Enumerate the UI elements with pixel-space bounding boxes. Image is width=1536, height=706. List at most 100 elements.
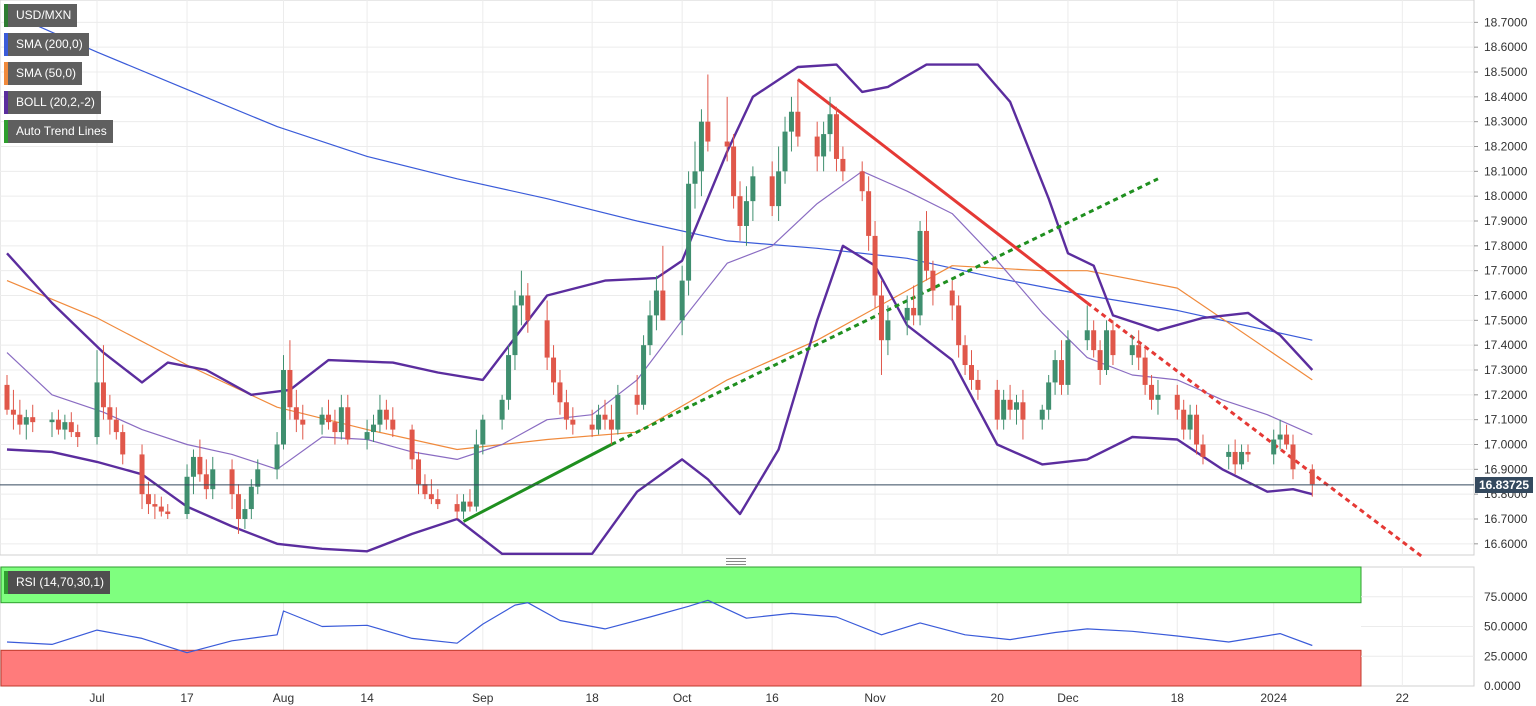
candle-body [1284,434,1290,445]
candle-body [383,409,389,420]
candle-body [94,382,100,438]
current-price-tag: 16.83725 [1475,476,1533,493]
candle-body [17,414,23,425]
candle-body [30,417,36,423]
legend-rsi[interactable]: RSI (14,70,30,1) [4,571,111,594]
candle-body [428,494,434,500]
rsi-y-tick-label: 75.0000 [1484,590,1528,604]
y-tick-label: 17.1000 [1484,413,1528,427]
candle-body [653,290,659,316]
candle-body [551,357,557,383]
candle-body [1084,330,1090,341]
candle-body [1091,330,1097,351]
rsi-y-tick-label: 0.0000 [1484,679,1521,693]
candle-body [769,176,775,207]
candle-body [518,295,524,306]
y-tick-label: 18.7000 [1484,15,1528,29]
candle-body [1097,350,1103,370]
candle-body [975,379,981,390]
pane-resize-handle[interactable] [726,558,746,565]
candle-body [1245,451,1251,455]
candle-body [1149,384,1155,400]
candle-body [49,419,55,423]
price-pane [0,0,1475,556]
candle-body [1271,439,1277,455]
candle-body [1039,409,1045,420]
candle-body [364,432,370,440]
candle-body [750,176,756,202]
candle-body [512,305,518,356]
candle-body [1194,414,1200,445]
candle-body [4,384,10,410]
candle-body [1014,402,1020,410]
y-tick-label: 18.4000 [1484,90,1528,104]
candle-body [235,494,241,519]
legend-usdmxn[interactable]: USD/MXN [4,4,78,27]
y-tick-label: 17.0000 [1484,437,1528,451]
x-tick-label: 17 [180,691,194,705]
candle-body [1239,451,1245,465]
candle-body [1136,345,1142,358]
candle-body [602,414,608,420]
candle-body [1155,394,1161,400]
candle-body [731,146,737,197]
y-tick-label: 17.5000 [1484,313,1528,327]
sma50-line [6,265,1313,451]
legend-bollinger[interactable]: BOLL (20,2,-2) [4,91,101,114]
x-tick-label: 14 [360,691,374,705]
candle-body [158,506,164,512]
candle-body [62,422,68,430]
candle-body [197,456,203,475]
x-tick-label: 18 [1171,691,1185,705]
candle-body [242,509,248,519]
candle-body [608,419,614,430]
legend-sma200[interactable]: SMA (200,0) [4,33,89,56]
y-tick-label: 17.2000 [1484,388,1528,402]
trend-line-red-dotted [1086,301,1423,558]
candle-body [698,121,704,172]
candle-body [120,432,126,455]
legend-auto-trend-lines[interactable]: Auto Trend Lines [4,120,113,143]
candle-body [705,121,711,142]
candle-body [480,419,486,445]
rsi-y-tick-label: 50.0000 [1484,620,1528,634]
candle-body [1181,409,1187,430]
candle-body [878,295,884,341]
candle-body [1309,469,1315,485]
candle-body [589,424,595,430]
x-tick-label: 2024 [1260,691,1287,705]
candle-body [596,414,602,430]
candle-body [345,407,351,440]
candle-body [647,315,653,346]
candle-body [634,394,640,405]
candle-body [1001,399,1007,420]
x-tick-label: Sep [472,691,494,705]
candle-body [416,459,422,485]
y-tick-label: 17.4000 [1484,338,1528,352]
candle-body [872,235,878,296]
indicator-legend: USD/MXN SMA (200,0) SMA (50,0) BOLL (20,… [4,4,113,143]
trend-line-green-dotted [610,177,1159,446]
y-tick-label: 17.8000 [1484,239,1528,253]
candle-body [454,504,460,512]
candle-body [969,365,974,380]
candle-body [1059,360,1065,385]
candle-body [1232,451,1238,465]
candle-body [1187,414,1193,430]
candle-body [461,501,467,512]
legend-sma50[interactable]: SMA (50,0) [4,62,83,85]
candle-body [100,382,106,408]
candle-body [377,409,383,425]
x-tick-label: 20 [991,691,1005,705]
candle-body [165,511,171,515]
candle-body [203,474,209,490]
candle-body [994,389,1000,420]
candle-body [145,494,151,505]
candle-body [956,305,962,346]
candle-body [692,171,698,184]
candle-body [371,424,377,433]
candle-body [409,429,415,460]
candle-body [821,134,827,157]
y-tick-label: 17.9000 [1484,214,1528,228]
